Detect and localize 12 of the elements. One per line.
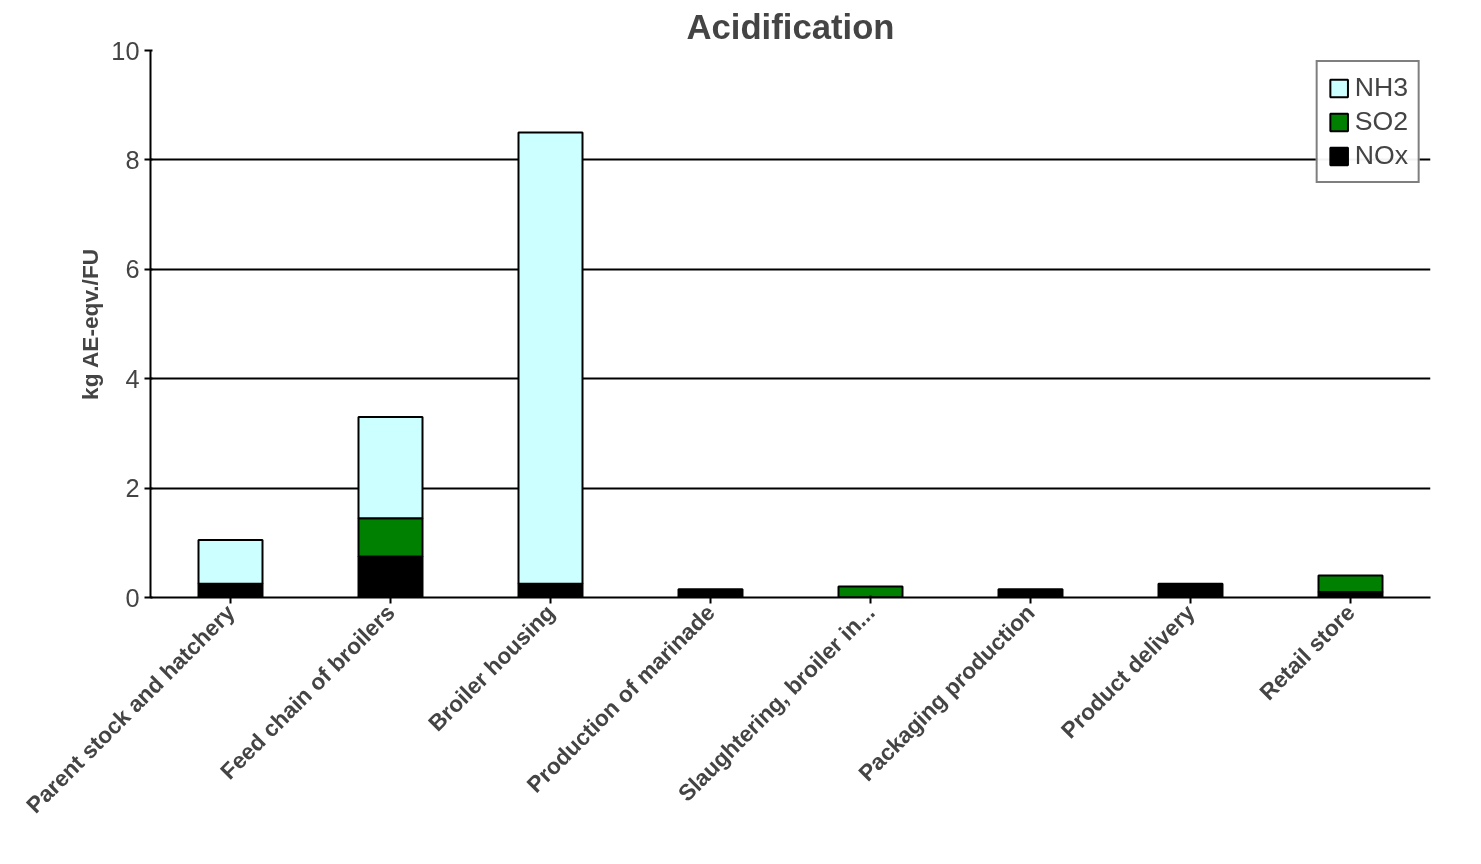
legend-label: NOx bbox=[1354, 140, 1408, 171]
y-tick-label: 6 bbox=[125, 255, 140, 284]
y-tick-label: 10 bbox=[111, 36, 140, 65]
y-tick-label: 8 bbox=[125, 145, 140, 174]
legend-label: NH3 bbox=[1354, 72, 1408, 103]
legend-label: SO2 bbox=[1354, 106, 1408, 137]
y-tick-label: 4 bbox=[125, 364, 140, 393]
bar bbox=[1317, 574, 1384, 594]
y-axis-title: kg AE-eqv./FU bbox=[77, 248, 104, 400]
chart-title: Acidification bbox=[686, 7, 895, 46]
y-tick-label: 2 bbox=[125, 474, 140, 503]
y-tick-label: 0 bbox=[125, 583, 140, 612]
